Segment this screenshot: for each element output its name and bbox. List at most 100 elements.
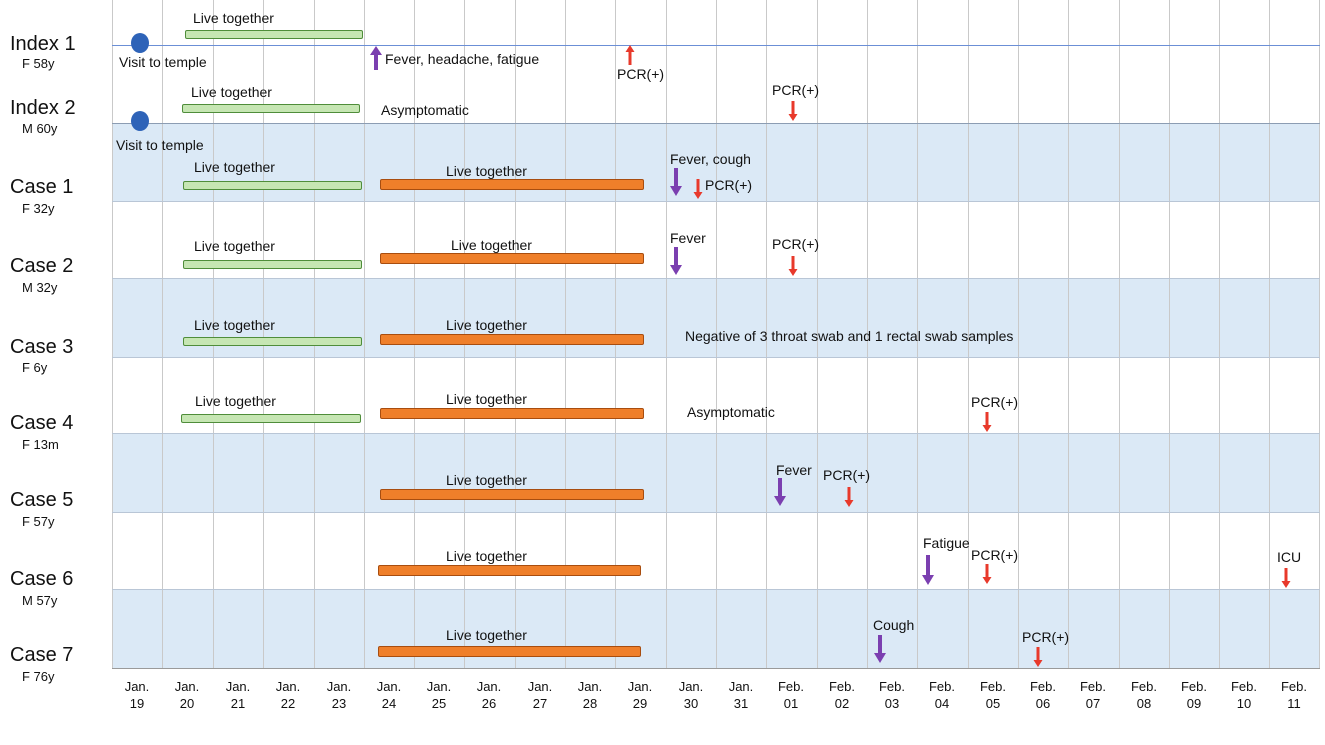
case3-note: Negative of 3 throat swab and 1 rectal s… [685,328,1014,344]
live-together-bar [380,408,644,419]
row-sublabel-case2: M 32y [22,280,58,295]
row-line [112,357,1320,358]
date-tick-month: Feb. [1029,679,1056,694]
temple-visit-label: Visit to temple [119,54,207,70]
day-gridline [666,0,667,668]
date-tick-month: Jan. [577,679,603,694]
date-tick: Jan. 24 [364,678,414,712]
day-gridline [314,0,315,668]
icu-down-arrow [1281,568,1291,588]
row-label-index2: Index 2 [10,97,76,119]
date-tick: Jan. 31 [716,678,766,712]
day-gridline [112,0,113,668]
live-together-bar [380,179,644,190]
date-tick: Feb. 05 [968,678,1018,712]
day-gridline [1068,0,1069,668]
date-tick-day: 03 [884,696,900,711]
row-sublabel-case3: F 6y [22,360,48,375]
row-label-case6: Case 6 [10,568,74,590]
date-tick-month: Jan. [728,679,754,694]
date-tick: Jan. 29 [615,678,665,712]
live-together-label: Live together [194,238,275,254]
day-gridline [1119,0,1120,668]
row-sublabel-case4: F 13m [22,437,59,452]
day-gridline [1018,0,1019,668]
row-label-case2: Case 2 [10,255,74,277]
pcr-down-arrow [982,412,992,432]
date-tick: Feb. 09 [1169,678,1219,712]
pcr-positive-label: PCR(+) [823,467,871,483]
row-line [112,589,1320,590]
date-tick-month: Jan. [326,679,352,694]
date-tick-month: Jan. [225,679,251,694]
date-tick: Jan. 26 [464,678,514,712]
live-together-bar [185,30,363,39]
row-label-index1: Index 1 [10,33,76,55]
live-together-label: Live together [446,472,527,488]
live-together-bar [183,337,362,346]
symptom-up-arrow [370,46,382,70]
date-tick-day: 09 [1186,696,1202,711]
date-tick-day: 29 [632,696,648,711]
pcr-down-arrow [693,179,703,199]
live-together-bar [380,334,644,345]
temple-visit-dot [131,111,149,131]
day-gridline [1169,0,1170,668]
live-together-bar [183,260,362,269]
date-tick-day: 27 [532,696,548,711]
date-tick: Feb. 04 [917,678,967,712]
pcr-positive-label: PCR(+) [1022,629,1070,645]
date-tick-day: 05 [985,696,1001,711]
date-tick-month: Jan. [174,679,200,694]
live-together-label: Live together [446,627,527,643]
date-tick: Jan. 21 [213,678,263,712]
row-label-case5: Case 5 [10,489,74,511]
date-tick-month: Jan. [678,679,704,694]
pcr-positive-label: PCR(+) [705,177,753,193]
row-line [112,201,1320,202]
row-line [112,433,1320,434]
date-tick: Feb. 07 [1068,678,1118,712]
live-together-label: Live together [446,548,527,564]
live-together-label: Live together [446,163,527,179]
date-tick-month: Feb. [1130,679,1157,694]
live-together-label: Live together [191,84,272,100]
date-tick: Feb. 02 [817,678,867,712]
symptom-down-arrow [874,635,886,663]
date-tick-month: Jan. [527,679,553,694]
live-together-label: Live together [446,391,527,407]
date-tick-month: Feb. [777,679,804,694]
row-sublabel-case5: F 57y [22,514,55,529]
date-tick-month: Jan. [426,679,452,694]
pcr-up-arrow [625,45,635,65]
date-tick-day: 23 [331,696,347,711]
row-line-index2 [112,123,1320,124]
date-tick-day: 04 [934,696,950,711]
date-tick-day: 11 [1287,696,1301,711]
date-tick-day: 07 [1085,696,1101,711]
day-gridline [364,0,365,668]
date-tick: Jan. 27 [515,678,565,712]
live-together-label: Live together [194,317,275,333]
date-tick: Jan. 20 [162,678,212,712]
pcr-down-arrow [788,256,798,276]
live-together-label: Live together [193,10,274,26]
date-tick-day: 10 [1236,696,1252,711]
date-tick-month: Feb. [828,679,855,694]
date-axis-line [112,668,1320,669]
date-tick-month: Jan. [476,679,502,694]
day-gridline [716,0,717,668]
pcr-down-arrow [1033,647,1043,667]
day-gridline [1219,0,1220,668]
date-tick-day: 01 [783,696,799,711]
date-tick: Feb. 06 [1018,678,1068,712]
fever-label: Fever [776,462,812,478]
date-tick-day: 28 [582,696,598,711]
pcr-down-arrow [788,101,798,121]
row-label-case1: Case 1 [10,176,74,198]
day-gridline [968,0,969,668]
pcr-positive-label: PCR(+) [971,547,1019,563]
date-tick-day: 20 [179,696,195,711]
row-sublabel-case1: F 32y [22,201,55,216]
